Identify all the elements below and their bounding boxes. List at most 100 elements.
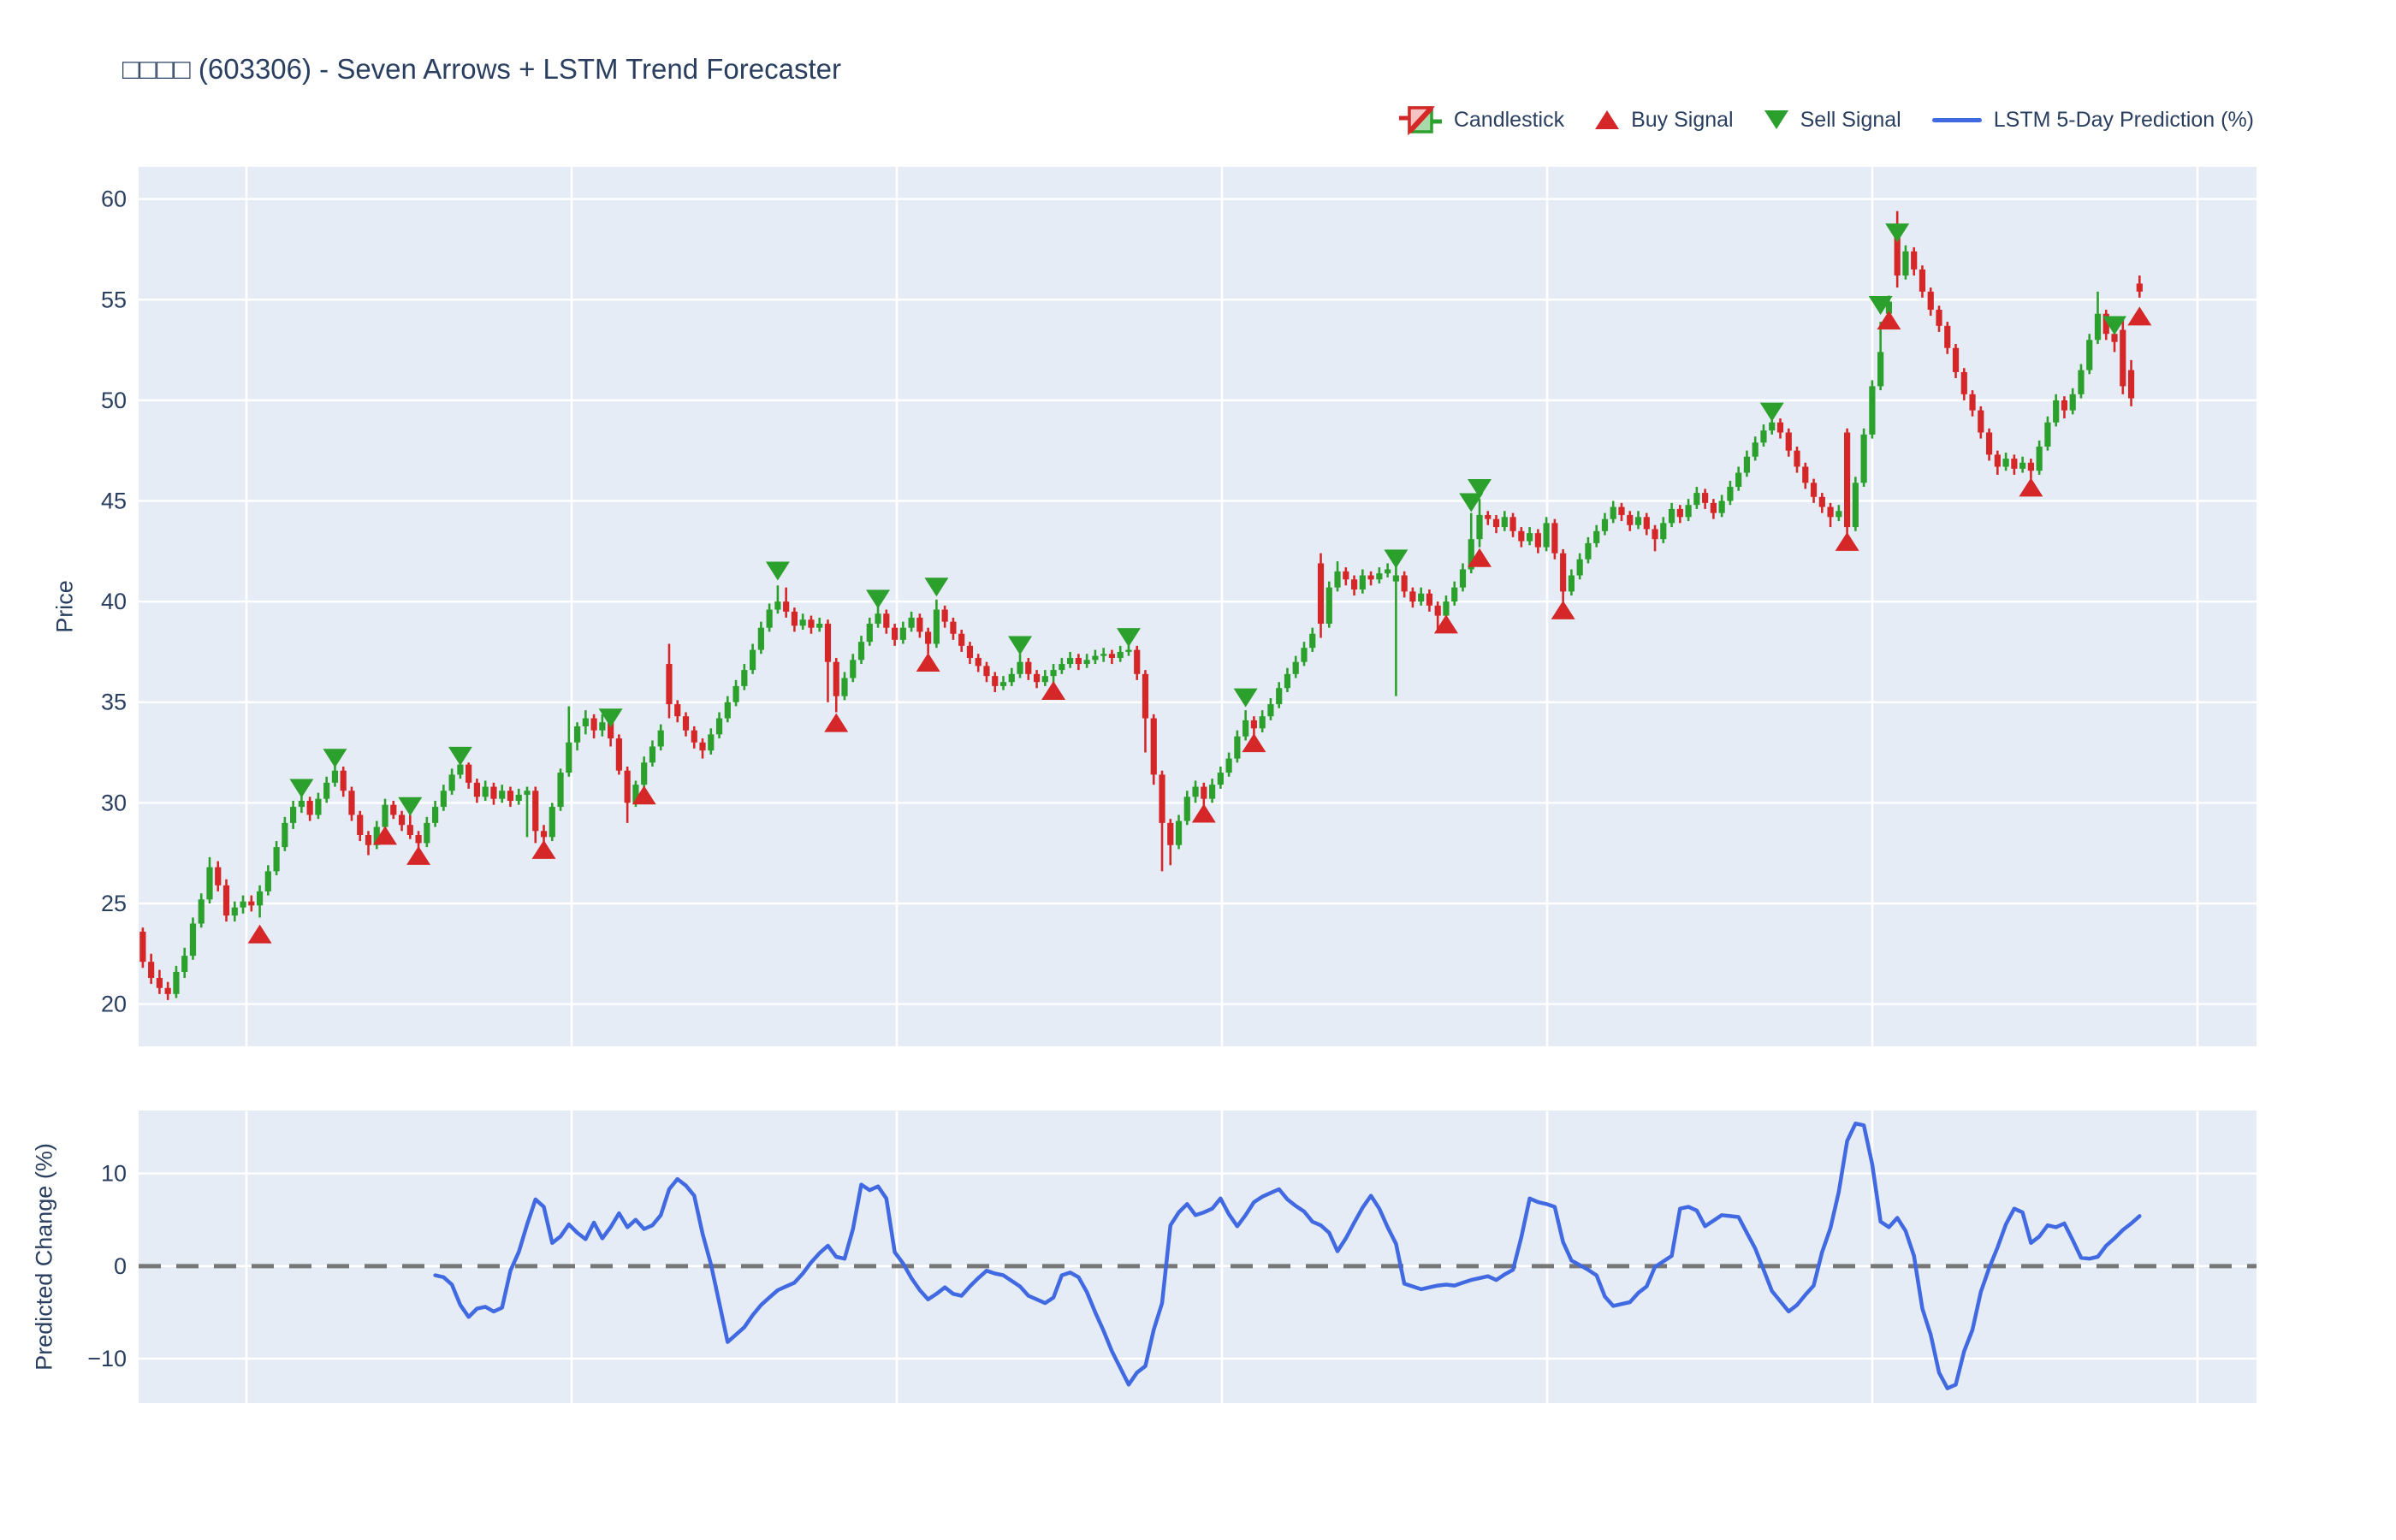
- sell-marker: [1233, 688, 1258, 708]
- candle-body: [741, 670, 748, 686]
- legend-item-sell[interactable]: Sell Signal: [1764, 108, 1901, 133]
- sell-signal-markers: [289, 223, 2127, 816]
- candle-body: [482, 786, 489, 797]
- candle-body: [1818, 496, 1825, 507]
- candle-body: [1326, 587, 1332, 624]
- candle-body: [783, 601, 790, 612]
- candle-body: [632, 785, 639, 803]
- candle-body: [215, 867, 222, 886]
- candle-body: [1534, 533, 1541, 548]
- candle-body: [1468, 539, 1474, 570]
- candle-body: [966, 645, 974, 658]
- candle-body: [1676, 508, 1683, 518]
- candle-body: [248, 901, 255, 906]
- candle-body: [1350, 579, 1358, 590]
- candle-body: [833, 661, 839, 696]
- candle-body: [1902, 251, 1909, 276]
- candle-body: [1008, 673, 1015, 683]
- candle-body: [431, 807, 439, 823]
- candle-body: [1752, 442, 1758, 457]
- candle-body: [766, 609, 773, 628]
- candle-body: [1359, 575, 1366, 590]
- candle-body: [1735, 472, 1742, 488]
- candle-body: [566, 742, 572, 773]
- candle-body: [999, 682, 1007, 686]
- candle-body: [1936, 310, 1942, 326]
- candle-body: [866, 623, 873, 643]
- candle-body: [1409, 591, 1416, 602]
- candle-body: [466, 764, 472, 783]
- candle-body: [1451, 587, 1458, 602]
- candle-body: [1125, 649, 1132, 652]
- price-tick-label: 25: [101, 891, 127, 916]
- pred-tick-label: 10: [101, 1161, 127, 1187]
- prediction-plot-area[interactable]: [139, 1111, 2257, 1403]
- candle-body: [1367, 575, 1374, 580]
- buy-marker: [1433, 614, 1458, 634]
- candle-body: [156, 978, 163, 988]
- legend: Candlestick Buy Signal Sell Signal LSTM …: [1398, 101, 2254, 139]
- candle-body: [2061, 400, 2068, 411]
- candle-body: [365, 834, 372, 845]
- candle-body: [222, 885, 230, 916]
- candle-body: [816, 623, 823, 628]
- legend-label-buy: Buy Signal: [1631, 107, 1734, 132]
- candle-body: [139, 931, 146, 962]
- candle-body: [1183, 797, 1190, 821]
- legend-label-sell: Sell Signal: [1800, 107, 1901, 132]
- candle-body: [975, 657, 982, 666]
- buy-marker: [1468, 548, 1492, 567]
- candle-body: [1401, 575, 1408, 592]
- candle-body: [1836, 511, 1842, 518]
- price-plot-area[interactable]: [139, 167, 2257, 1046]
- legend-item-lstm[interactable]: LSTM 5-Day Prediction (%): [1931, 108, 2254, 133]
- candle-body: [382, 804, 388, 827]
- candle-body: [1627, 514, 1634, 525]
- candle-body: [315, 798, 322, 815]
- candle-body: [390, 804, 397, 815]
- candle-body: [1418, 593, 1425, 602]
- candle-body: [1117, 651, 1124, 658]
- buy-marker: [1835, 531, 1859, 551]
- candle-body: [198, 899, 205, 924]
- candle-body: [1877, 352, 1884, 387]
- candle-body: [1894, 225, 1901, 276]
- candle-body: [1050, 670, 1057, 677]
- price-plot: 20 25 30 35 40 45 50 55 60: [101, 167, 2257, 1046]
- candle-body: [1334, 571, 1341, 588]
- candle-body: [1234, 736, 1241, 759]
- candle-body: [1434, 605, 1441, 616]
- candle-body: [1167, 822, 1174, 845]
- candle-body: [1919, 269, 1926, 292]
- pred-axis-title: Predicted Change (%): [31, 1143, 57, 1371]
- legend-item-candlestick[interactable]: Candlestick: [1398, 101, 1564, 139]
- buy-marker: [824, 713, 849, 732]
- candle-body: [1317, 563, 1325, 624]
- candle-body: [1985, 432, 1993, 455]
- candle-body: [557, 773, 564, 808]
- candle-body: [857, 642, 865, 660]
- legend-item-buy[interactable]: Buy Signal: [1595, 108, 1734, 133]
- candle-body: [1309, 633, 1316, 649]
- candle-body: [457, 764, 464, 775]
- sell-marker: [765, 561, 790, 581]
- candle-body: [933, 609, 940, 644]
- candle-body: [1201, 786, 1207, 799]
- sell-marker: [289, 779, 314, 798]
- price-tick-label: 30: [101, 790, 127, 815]
- candle-body: [1769, 422, 1776, 431]
- buy-marker: [916, 653, 940, 672]
- candle-body: [573, 726, 581, 743]
- candle-body: [891, 627, 898, 640]
- buy-marker: [1191, 803, 1216, 823]
- candle-body: [615, 738, 622, 771]
- candle-body: [732, 685, 739, 702]
- candle-body: [1869, 386, 1876, 435]
- sell-marker: [1759, 402, 1784, 422]
- candle-body: [1259, 716, 1266, 729]
- candle-body: [1134, 649, 1141, 674]
- sell-marker: [924, 578, 949, 597]
- buy-marker: [2019, 477, 2043, 497]
- candle-body: [1083, 660, 1090, 665]
- sell-marker: [1008, 636, 1033, 655]
